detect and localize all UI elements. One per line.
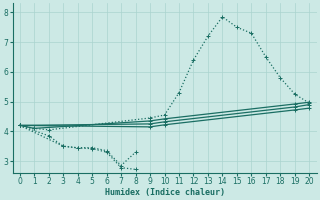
X-axis label: Humidex (Indice chaleur): Humidex (Indice chaleur) [105,188,225,197]
